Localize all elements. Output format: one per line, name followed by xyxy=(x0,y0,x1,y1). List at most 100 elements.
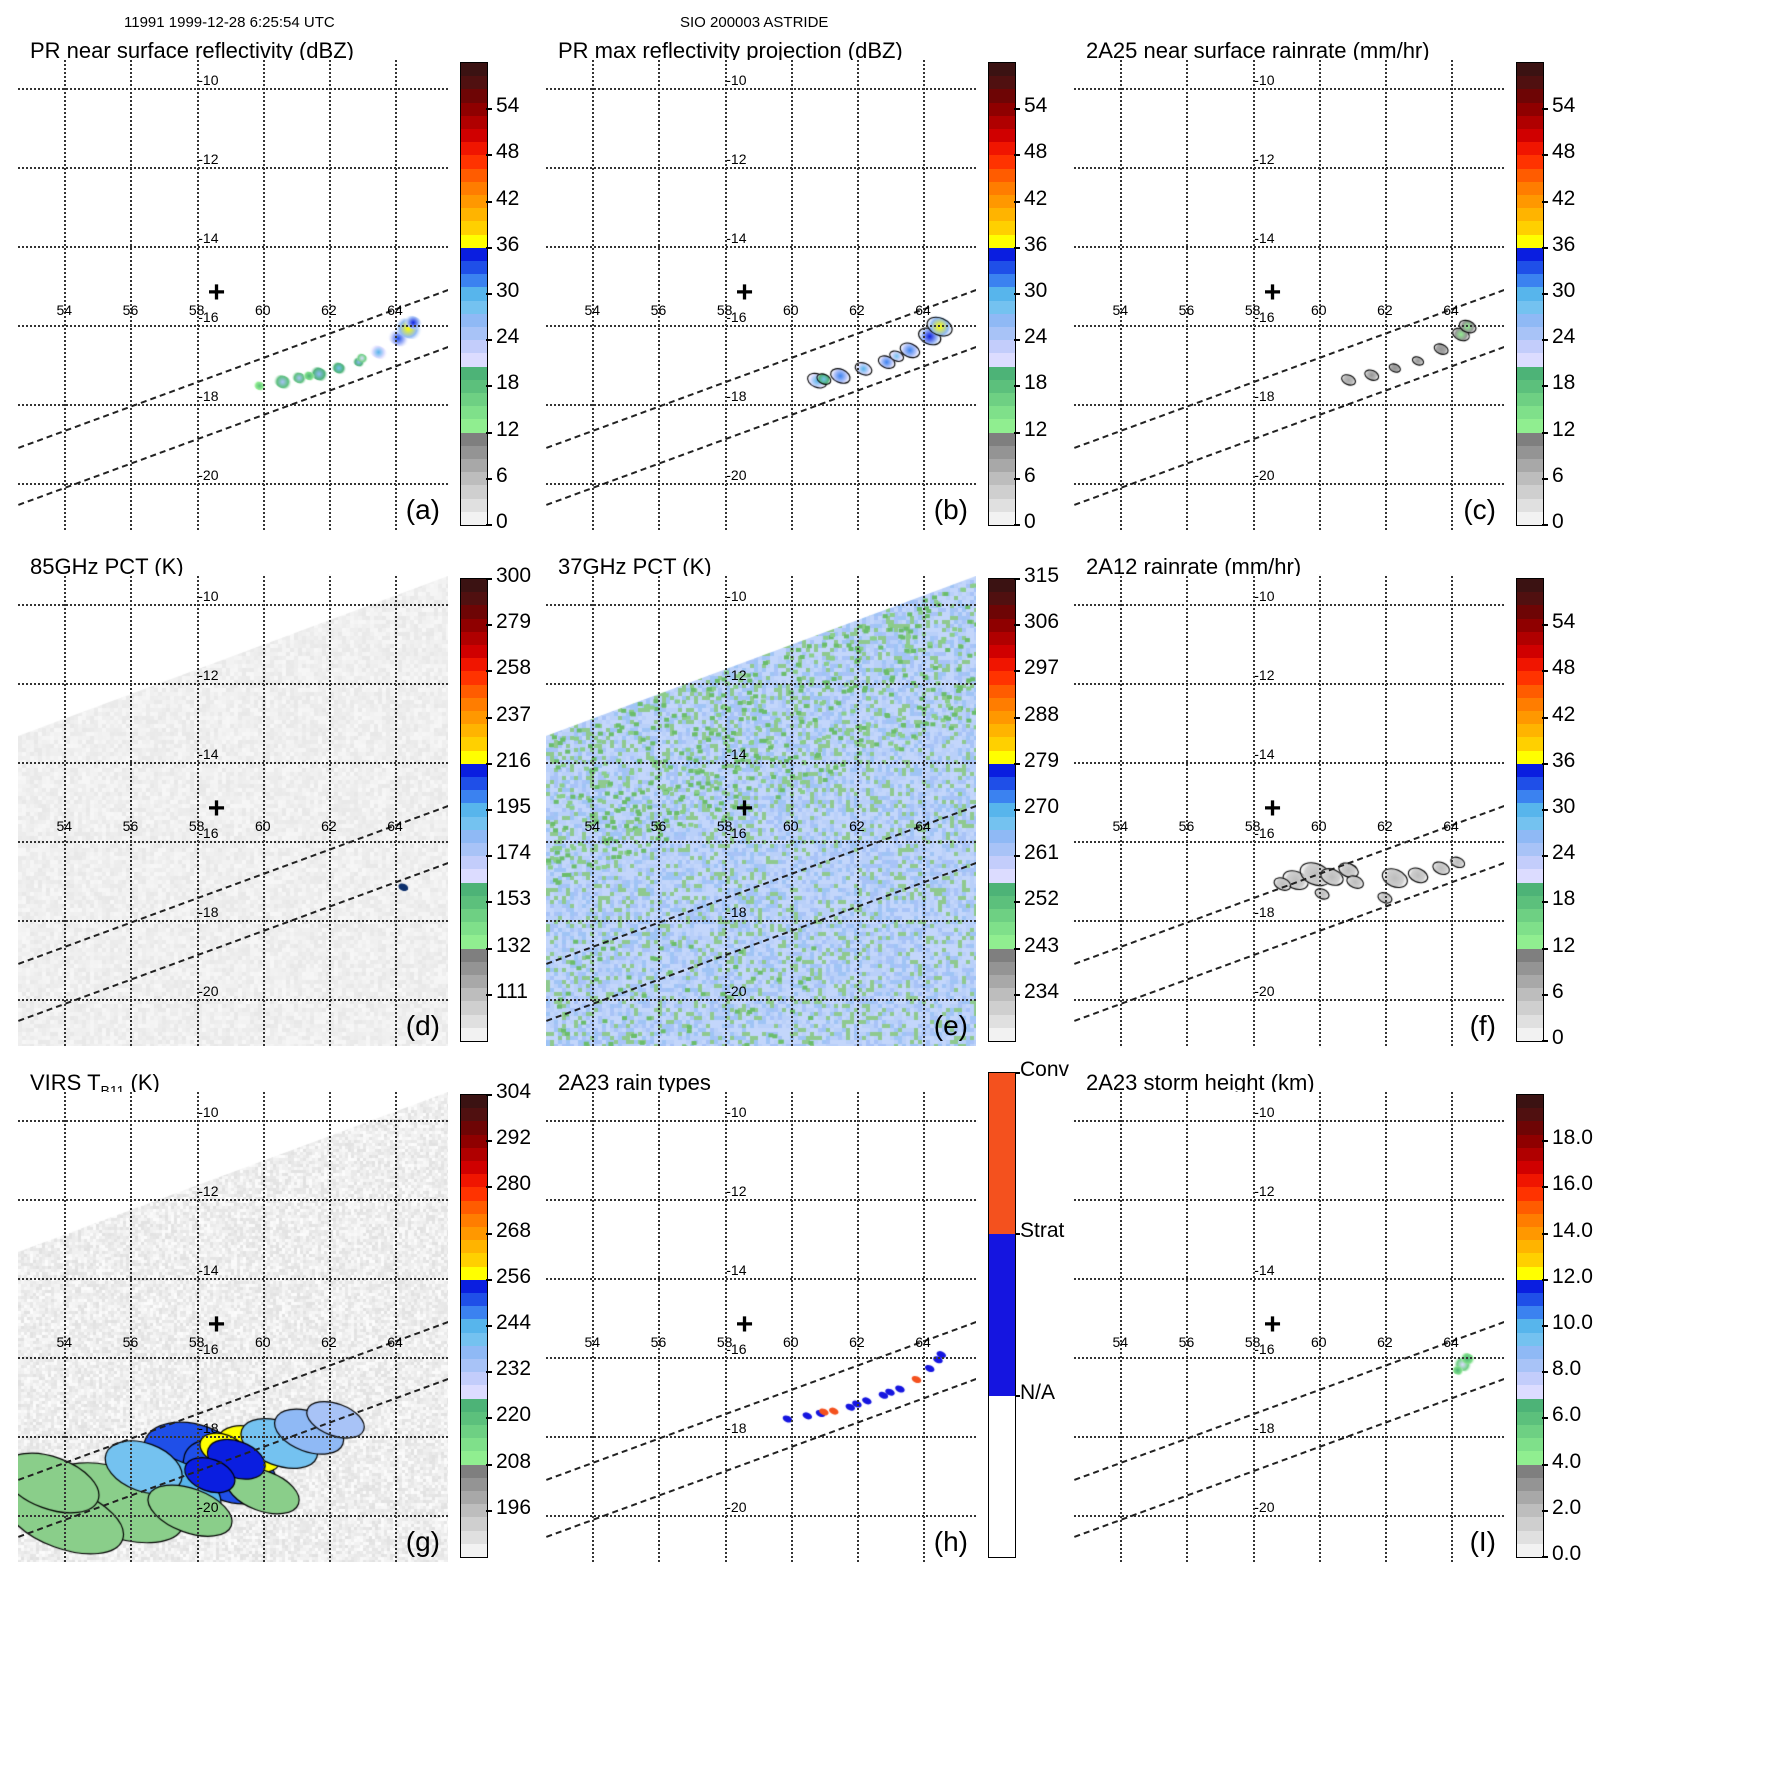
map-area-c[interactable]: 54 56 58 60 62 64 -10 -12 -14 -16 -18 -20 + (c) xyxy=(1074,60,1504,530)
panel-b: PR max reflectivity projection (dBZ) 54 56… xyxy=(538,30,1066,546)
ytick-label-neg14: -14 xyxy=(198,229,219,246)
xtick-label-58: 58 xyxy=(716,1333,733,1350)
colorbar-label-f-8: 48 xyxy=(1552,656,1576,680)
gridline-lon-58 xyxy=(724,576,727,1046)
colorbar-segment xyxy=(461,115,487,129)
map-area-a[interactable]: 54 56 58 60 62 64 -10 -12 -14 -16 -18 -20 + (a) xyxy=(18,60,448,530)
legend-tick xyxy=(1014,1394,1020,1397)
gridline-lat--20 xyxy=(18,1514,448,1517)
map-area-g[interactable]: 54 56 58 60 62 64 -10 -12 -14 -16 -18 -20 + (g) xyxy=(18,1092,448,1562)
colorbar-segment xyxy=(1517,1306,1543,1320)
colorbar-label-a-5: 30 xyxy=(496,279,520,302)
ytick-label-neg18: -18 xyxy=(1254,903,1275,920)
colorbar-segment xyxy=(461,194,487,209)
colorbar-segment xyxy=(461,247,487,261)
colorbar-segment xyxy=(1517,961,1543,975)
colorbar-tick xyxy=(1542,385,1548,388)
panel-title-e: 37GHz PCT (K) xyxy=(558,554,712,579)
colorbar-segment xyxy=(989,750,1015,764)
colorbar-segment xyxy=(461,419,487,433)
colorbar-tick xyxy=(1014,670,1020,673)
xtick-label-58: 58 xyxy=(716,817,733,834)
panel-e: 37GHz PCT (K) 54 56 58 60 62 64 -10 -12 -14 -16 -18… xyxy=(538,546,1066,1062)
colorbar-label-g-3: 232 xyxy=(496,1357,532,1381)
colorbar-segment xyxy=(461,974,487,989)
gridline-lat--16 xyxy=(546,840,976,843)
gridline-lon-64 xyxy=(923,60,926,530)
gridline-lon-58 xyxy=(196,576,199,1046)
map-area-f[interactable]: 54 56 58 60 62 64 -10 -12 -14 -16 -18 -20 + (f) xyxy=(1074,576,1504,1046)
colorbar-tick xyxy=(1014,762,1020,765)
colorbar-segment xyxy=(461,89,487,103)
colorbar-label-b-3: 18 xyxy=(1024,371,1048,395)
colorbar-segment xyxy=(461,1398,487,1412)
colorbar-segment xyxy=(1517,922,1543,936)
gridline-lat--10 xyxy=(546,1119,976,1122)
gridline-lon-56 xyxy=(1186,1092,1189,1562)
colorbar-segment xyxy=(1517,194,1543,209)
colorbar-segment xyxy=(461,592,487,606)
xtick-label-56: 56 xyxy=(1178,1333,1195,1350)
colorbar-segment xyxy=(1517,208,1543,222)
colorbar-label-c-9: 54 xyxy=(1552,94,1576,118)
gridline-lat--14 xyxy=(18,761,448,764)
map-area-h[interactable]: 54 56 58 60 62 64 -10 -12 -14 -16 -18 -20 + (h) xyxy=(546,1092,976,1562)
colorbar-label-c-6: 36 xyxy=(1552,232,1576,256)
panel-h: 2A23 rain types 54 56 58 60 62 64 -10 -12 -14 -16 -… xyxy=(538,1058,1069,1578)
colorbar-segment xyxy=(989,234,1015,248)
gridline-lon-62 xyxy=(856,60,859,530)
colorbar-segment xyxy=(989,260,1015,275)
panel-letter-d: (d) xyxy=(405,1010,440,1041)
colorbar-segment xyxy=(1517,842,1543,857)
ytick-label-neg12: -12 xyxy=(726,1182,747,1199)
colorbar-label-f-4: 24 xyxy=(1552,841,1576,865)
colorbar-segment xyxy=(461,234,487,248)
colorbar-label-e-4: 270 xyxy=(1024,795,1060,818)
map-area-e[interactable]: 54 56 58 60 62 64 -10 -12 -14 -16 -18 -20 + (e) xyxy=(546,576,976,1046)
colorbar-segment xyxy=(989,869,1015,883)
colorbar-tick xyxy=(1014,293,1020,295)
ytick-label-neg20: -20 xyxy=(198,1498,219,1515)
colorbar-segment xyxy=(461,631,487,645)
colorbar-segment xyxy=(989,605,1015,619)
colorbar-tick xyxy=(486,993,492,996)
colorbar-segment xyxy=(461,882,487,896)
colorbar-segment xyxy=(1517,274,1543,288)
colorbar-tick xyxy=(1014,809,1020,811)
colorbar-tick xyxy=(1014,855,1020,858)
colorbar-label-d-1: 132 xyxy=(496,933,532,957)
xtick-label-56: 56 xyxy=(122,1333,139,1350)
colorbar-segment xyxy=(1517,1543,1543,1557)
colorbar-segment xyxy=(461,379,487,393)
data-field-f xyxy=(1074,576,1504,1046)
colorbar-tick xyxy=(1542,246,1548,249)
xtick-label-60: 60 xyxy=(254,817,271,834)
map-area-i[interactable]: 54 56 58 60 62 64 -10 -12 -14 -16 -18 -20 + (I) xyxy=(1074,1092,1504,1562)
colorbar-tick xyxy=(1014,431,1020,434)
colorbar-segment xyxy=(1517,1438,1543,1452)
data-field-b xyxy=(546,60,976,530)
colorbar-segment xyxy=(989,142,1015,156)
gridline-lat--10 xyxy=(546,603,976,606)
colorbar-tick xyxy=(486,1140,492,1143)
colorbar-label-g-7: 280 xyxy=(496,1172,532,1196)
data-field-a xyxy=(18,60,448,530)
colorbar-segment xyxy=(461,724,487,738)
rain-type-legend xyxy=(988,1072,1016,1558)
colorbar-label-g-9: 304 xyxy=(496,1080,532,1103)
colorbar-tick xyxy=(1542,1325,1548,1327)
xtick-label-54: 54 xyxy=(56,817,73,834)
xtick-label-56: 56 xyxy=(1178,301,1195,318)
colorbar-tick xyxy=(1014,716,1020,719)
colorbar-segment xyxy=(461,948,487,962)
map-area-b[interactable]: 54 56 58 60 62 64 -10 -12 -14 -16 -18 -20 + (b) xyxy=(546,60,976,530)
colorbar-tick xyxy=(1542,670,1548,673)
colorbar-segment xyxy=(989,511,1015,525)
map-area-d[interactable]: 54 56 58 60 62 64 -10 -12 -14 -16 -18 -20 + (d) xyxy=(18,576,448,1046)
colorbar-tick xyxy=(1542,1417,1548,1420)
colorbar-segment xyxy=(1517,1134,1543,1148)
colorbar-segment xyxy=(1517,908,1543,923)
gridline-lat--10 xyxy=(18,603,448,606)
colorbar-tick xyxy=(1542,1371,1548,1374)
colorbar-segment xyxy=(461,1121,487,1135)
